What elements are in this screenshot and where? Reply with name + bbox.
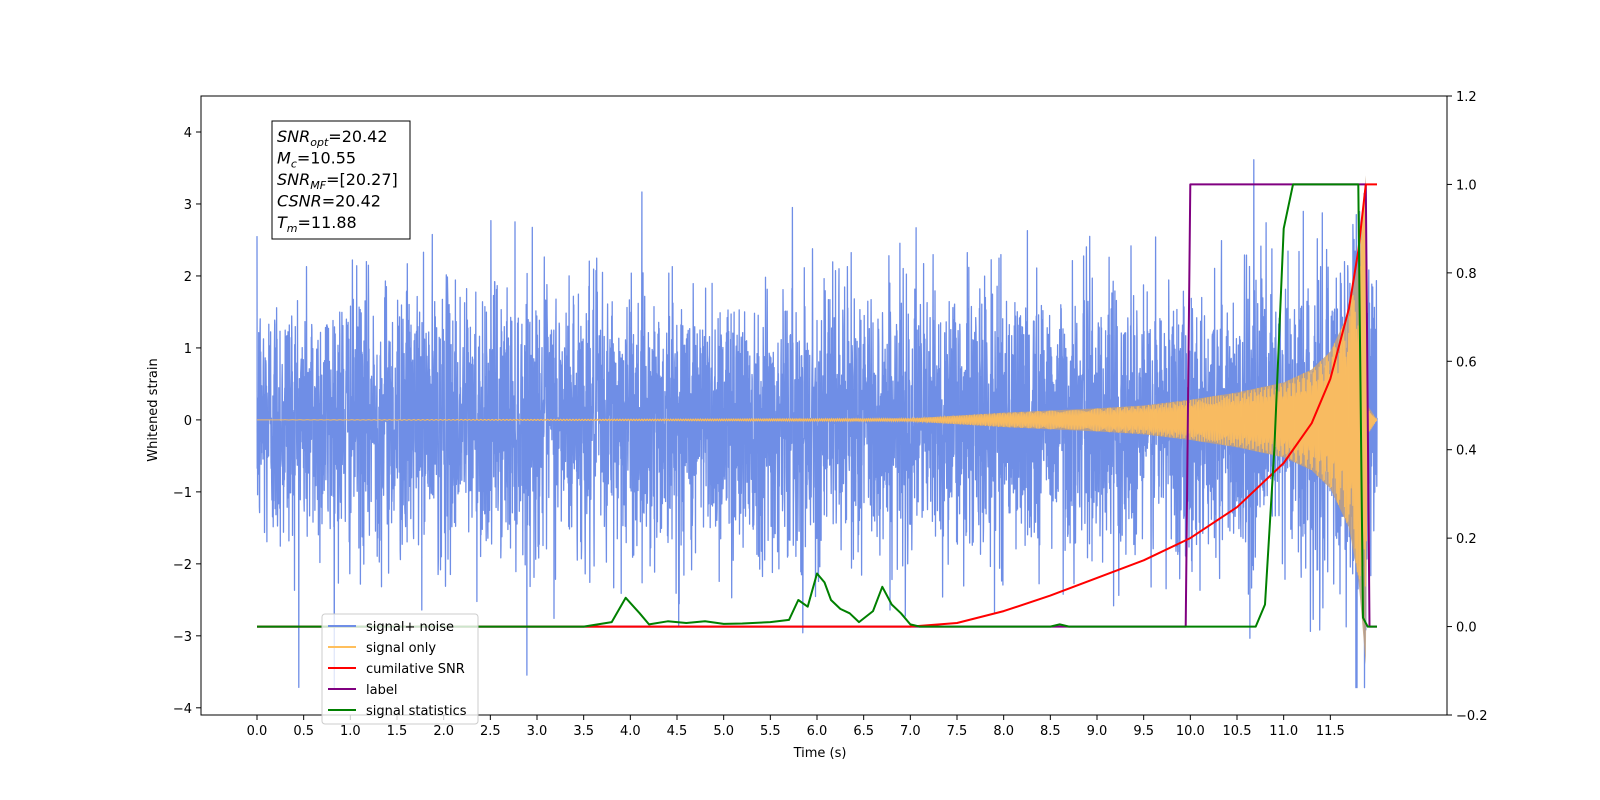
axes-layer: 0.0 0.5 1.0 1.5 2.0 2.5 3.0 3.5 4.0 4.5 5.0 5.5 6.0 6… <box>173 90 1488 739</box>
annotation-subscript: opt <box>310 136 329 149</box>
x-tick-label: 0.0 <box>247 724 268 739</box>
annotation-value: =20.42 <box>322 192 381 211</box>
annotation-subscript: c <box>291 158 297 171</box>
x-tick-label: 5.0 <box>713 724 734 739</box>
annotation-line: CSNR=20.42 <box>277 192 381 211</box>
x-tick-label: 2.5 <box>480 724 501 739</box>
legend-frame <box>321 613 479 725</box>
legend-entry: signal statistics <box>366 704 467 719</box>
y-tick-label: 3 <box>184 198 192 213</box>
annotation-subscript: MF <box>310 179 326 192</box>
annotation-subscript: m <box>287 222 298 235</box>
annotation-symbol: SNR <box>277 127 310 146</box>
x-tick-label: 10.0 <box>1176 724 1205 739</box>
x-tick-label: 11.0 <box>1269 724 1298 739</box>
y2-tick-label: 0.2 <box>1456 532 1477 547</box>
annotation-symbol: T <box>277 213 288 232</box>
annotation-symbol: SNR <box>277 170 310 189</box>
annotation-line: Mc=10.55 <box>277 149 356 171</box>
legend: signal+ noise signal only cumilative SNR la… <box>321 613 479 725</box>
y2-tick-label: 0.4 <box>1456 444 1477 459</box>
x-tick-label: 4.5 <box>667 724 688 739</box>
x-tick-label: 1.5 <box>387 724 408 739</box>
annotation-value: =[20.27] <box>326 170 398 189</box>
x-tick-label: 2.0 <box>433 724 454 739</box>
y-tick-label: 2 <box>184 270 192 285</box>
x-tick-label: 7.5 <box>947 724 968 739</box>
annotation-line: SNRMF=[20.27] <box>277 170 398 192</box>
series-signal-noise-line <box>256 159 1378 689</box>
y2-tick-label: 0.0 <box>1456 621 1477 636</box>
y2-tick-label: 1.2 <box>1456 90 1477 105</box>
y-tick-label: −2 <box>173 558 192 573</box>
y2-tick-label: 0.6 <box>1456 355 1477 370</box>
x-tick-label: 9.5 <box>1133 724 1154 739</box>
x-tick-label: 9.0 <box>1087 724 1108 739</box>
series-signal-only-line <box>257 185 1378 587</box>
annotation-frame <box>271 120 411 240</box>
y-tick-label: −3 <box>173 630 192 645</box>
x-tick-label: 7.0 <box>900 724 921 739</box>
x-tick-label: 1.0 <box>340 724 361 739</box>
annotation-symbol: M <box>277 149 291 168</box>
x-tick-label: 3.5 <box>573 724 594 739</box>
x-tick-label: 4.0 <box>620 724 641 739</box>
legend-entry: signal only <box>366 641 436 656</box>
y2-tick-label: −0.2 <box>1456 709 1488 724</box>
y-tick-label: −1 <box>173 486 192 501</box>
legend-entry: cumilative SNR <box>366 662 465 677</box>
annotation-value: =20.42 <box>328 127 387 146</box>
series-signal-statistics-line <box>257 183 1377 628</box>
y2-tick-label: 0.8 <box>1456 267 1477 282</box>
y-tick-label: −4 <box>173 702 192 717</box>
annotation-box: SNRopt=20.42Mc=10.55SNRMF=[20.27]CSNR=20… <box>271 120 411 240</box>
x-tick-label: 6.0 <box>807 724 828 739</box>
legend-entry: signal+ noise <box>366 620 454 635</box>
y2-tick-label: 1.0 <box>1456 178 1477 193</box>
y-tick-label: 4 <box>184 126 192 141</box>
x-tick-label: 5.5 <box>760 724 781 739</box>
y-tick-label: 1 <box>184 342 192 357</box>
series-cumulative-snr-line <box>257 183 1377 628</box>
annotation-line: SNRopt=20.42 <box>277 127 388 149</box>
y-axis-label: Whitened strain <box>146 358 161 461</box>
annotation-value: =11.88 <box>298 213 357 232</box>
x-tick-label: 11.5 <box>1316 724 1345 739</box>
annotation-symbol: CSNR <box>277 192 322 211</box>
legend-entry: label <box>366 683 397 698</box>
x-axis-label: Time (s) <box>793 746 847 761</box>
x-tick-label: 8.0 <box>993 724 1014 739</box>
x-tick-label: 10.5 <box>1223 724 1252 739</box>
x-tick-label: 3.0 <box>527 724 548 739</box>
x-tick-label: 8.5 <box>1040 724 1061 739</box>
x-tick-label: 0.5 <box>293 724 314 739</box>
y-tick-label: 0 <box>184 414 192 429</box>
annotation-value: =10.55 <box>297 149 356 168</box>
plot-frame <box>200 95 1448 716</box>
x-tick-label: 6.5 <box>853 724 874 739</box>
plot-area <box>256 159 1378 689</box>
annotation-line: Tm=11.88 <box>277 213 357 235</box>
